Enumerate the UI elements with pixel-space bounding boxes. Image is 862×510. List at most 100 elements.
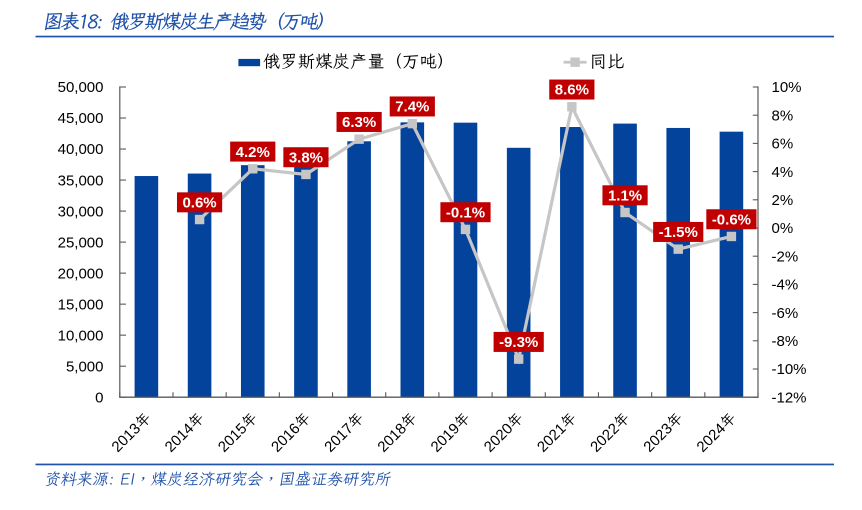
bar-2015年[interactable] [240, 165, 265, 398]
x-axis-label-text: 2019年 [428, 410, 474, 456]
yoy-marker-2019年[interactable] [460, 224, 471, 235]
left-axis-label: 45,000 [58, 110, 104, 127]
right-axis-label: 4% [772, 164, 794, 181]
yoy-data-label-2014年: 0.6% [176, 192, 223, 213]
data-label-value: 6.3% [342, 114, 376, 131]
x-axis-label-text: 2017年 [321, 410, 367, 456]
data-label-value: -1.5% [659, 224, 698, 241]
data-label-box [336, 111, 382, 132]
legend-line-series-label-text: 同比 [589, 52, 623, 71]
left-axis-label: 20,000 [58, 265, 104, 282]
bar-2018年[interactable] [400, 122, 425, 398]
x-axis-label-art [697, 413, 734, 453]
plot-area: 50,000 45,000 40,000 35,000 30,000 25,000 20,0… [58, 79, 807, 456]
yoy-marker-2020年[interactable] [513, 354, 524, 364]
yoy-data-label-2023年: -1.5% [653, 221, 704, 242]
yoy-marker-2023年[interactable] [673, 244, 683, 254]
data-label-box [602, 185, 648, 206]
left-axis-label: 25,000 [58, 234, 104, 251]
yoy-marker-2021年[interactable] [567, 102, 577, 112]
yoy-data-label-2024年: -0.6% [706, 209, 757, 230]
legend-line-series-label[interactable] [592, 53, 624, 69]
yoy-data-label-2021年: 8.6% [549, 79, 595, 100]
data-label-value: 0.6% [182, 195, 216, 212]
bar-2019年[interactable] [453, 122, 478, 398]
left-axis-label: 30,000 [58, 203, 104, 220]
chart-legend [238, 53, 624, 70]
x-axis-label-art [324, 413, 362, 453]
figure-title-text: 图表18: 俄罗斯煤炭生产趋势（万吨） [44, 11, 361, 33]
bar-2013年[interactable] [134, 176, 159, 398]
data-label-box [176, 192, 223, 213]
right-axis-label: -8% [772, 333, 799, 350]
x-axis-label-text: 2016年 [268, 410, 314, 456]
legend-bar-series-label-text: 俄罗斯煤炭产量（万吨） [263, 52, 450, 71]
x-axis-label-art [484, 413, 522, 453]
yoy-data-label-2018年: 7.4% [389, 96, 435, 117]
right-axis-label: -4% [772, 277, 799, 294]
data-label-value: 8.6% [555, 82, 589, 99]
x-axis-label-2024年: 2024年 [697, 413, 734, 453]
x-axis-label-art [378, 413, 415, 453]
yoy-data-label-2022年: 1.1% [602, 185, 648, 206]
x-axis-label-2019年: 2019年 [428, 410, 474, 456]
left-axis-label: 40,000 [58, 141, 104, 158]
data-label-value: 3.8% [289, 149, 323, 166]
left-axis-label: 10,000 [58, 327, 104, 344]
bar-2022年[interactable] [613, 123, 637, 398]
data-label-value: 7.4% [395, 99, 429, 116]
legend-bar-swatch[interactable] [238, 58, 261, 67]
yoy-marker-2022年[interactable] [620, 207, 630, 218]
data-label-value: -0.6% [712, 211, 751, 228]
bar-2014年[interactable] [187, 173, 212, 398]
yoy-marker-2024年[interactable] [726, 231, 737, 242]
yoy-marker-2014年[interactable] [194, 214, 205, 225]
data-label-box [549, 79, 595, 100]
yoy-marker-2017年[interactable] [354, 134, 364, 144]
x-axis-label-text: 2023年 [640, 410, 686, 456]
bar-2016年[interactable] [294, 167, 318, 398]
right-axis-label: 6% [772, 136, 794, 153]
bar-2017年[interactable] [347, 141, 371, 398]
x-axis-label-art [431, 413, 469, 453]
x-axis-label-2016年: 2016年 [268, 410, 314, 456]
yoy-data-labels: 0.6% 4.2% 3.8% 6.3% 7.4% -0.1% -9.3% 8.6% 1.1% -1… [176, 79, 757, 352]
yoy-marker-2015年[interactable] [248, 164, 258, 174]
data-label-box [493, 331, 544, 352]
bar-2023年[interactable] [666, 127, 691, 398]
right-axis-label: 2% [772, 192, 794, 209]
figure-source-art [45, 471, 392, 487]
figure-title [44, 11, 323, 31]
yoy-markers [194, 102, 737, 364]
bar-2024年[interactable] [719, 131, 744, 398]
x-axis-label-art [218, 413, 256, 453]
x-axis-label-2018年: 2018年 [378, 413, 415, 453]
x-axis-label-art [112, 413, 149, 453]
x-axis-label-art [590, 413, 628, 453]
yoy-data-label-2017年: 6.3% [336, 111, 382, 132]
right-axis-label: -6% [772, 305, 799, 322]
bar-series [134, 122, 744, 398]
legend-line-marker[interactable] [570, 57, 580, 67]
right-axis-label: -2% [772, 248, 799, 265]
x-axis-labels: 2013年 2014年 2015年 2016年 2017年 2018年 2019年 2020年… [112, 410, 734, 456]
x-axis-label-2022年: 2022年 [590, 413, 628, 453]
x-axis-label-2017年: 2017年 [321, 410, 367, 456]
left-axis-label: 50,000 [58, 79, 104, 96]
data-label-box [440, 202, 491, 223]
yoy-data-label-2019年: -0.1% [440, 202, 491, 223]
x-axis-label-2020年: 2020年 [484, 413, 522, 453]
figure-title-art [44, 11, 323, 31]
legend-bar-series-label[interactable] [263, 53, 443, 70]
yoy-marker-2016年[interactable] [301, 169, 311, 180]
data-label-value: 4.2% [236, 144, 270, 161]
data-label-value: -9.3% [499, 334, 538, 351]
bar-2021年[interactable] [560, 127, 584, 398]
right-axis-label: 0% [772, 220, 794, 237]
x-axis-label-2013年: 2013年 [112, 413, 149, 453]
yoy-marker-2018年[interactable] [407, 118, 418, 129]
right-axis-label: 10% [772, 79, 802, 96]
figure-source-note [45, 471, 392, 487]
